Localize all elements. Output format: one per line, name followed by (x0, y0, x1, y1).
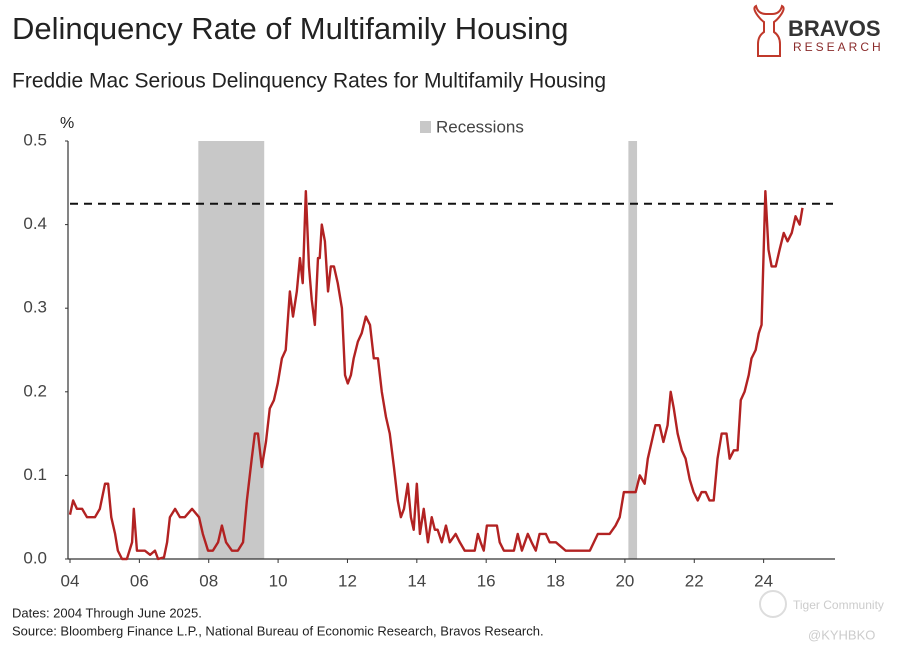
footnote: Dates: 2004 Through June 2025. (12, 605, 202, 620)
logo: BRAVOS RESEARCH (753, 4, 884, 57)
x-tick-label: 16 (477, 571, 496, 590)
x-tick-label: 22 (685, 571, 704, 590)
x-tick-label: 08 (199, 571, 218, 590)
y-tick-label: 0.4 (23, 214, 47, 233)
y-tick-label: 0.5 (23, 130, 47, 149)
plot-area (65, 140, 835, 563)
x-tick-label: 06 (130, 571, 149, 590)
watermark-icon (759, 590, 787, 618)
x-tick-label: 14 (407, 571, 426, 590)
x-tick-label: 20 (615, 571, 634, 590)
recession-band (198, 141, 265, 559)
chart-subtitle: Freddie Mac Serious Delinquency Rates fo… (12, 70, 606, 93)
x-tick-label: 10 (269, 571, 288, 590)
legend-label: Recessions (436, 117, 524, 136)
y-axis-label: % (60, 115, 74, 132)
source: Source: Bloomberg Finance L.P., National… (12, 623, 544, 638)
watermark: Tiger Community (793, 598, 884, 612)
brand-sub: RESEARCH (793, 40, 884, 54)
y-tick-label: 0.1 (23, 465, 47, 484)
chart-title: Delinquency Rate of Multifamily Housing (12, 11, 569, 46)
series-line (68, 189, 804, 561)
y-tick-label: 0.3 (23, 298, 47, 317)
x-tick-label: 24 (754, 571, 773, 590)
logo-icon (753, 4, 785, 57)
recession-band (628, 141, 638, 559)
x-tick-label: 04 (61, 571, 80, 590)
watermark-user: @KYHBKO (808, 627, 875, 642)
y-tick-label: 0.0 (23, 548, 47, 567)
y-tick-label: 0.2 (23, 381, 47, 400)
brand: BRAVOS (788, 16, 881, 41)
x-tick-label: 12 (338, 571, 357, 590)
x-tick-label: 18 (546, 571, 565, 590)
legend-swatch (420, 121, 431, 133)
